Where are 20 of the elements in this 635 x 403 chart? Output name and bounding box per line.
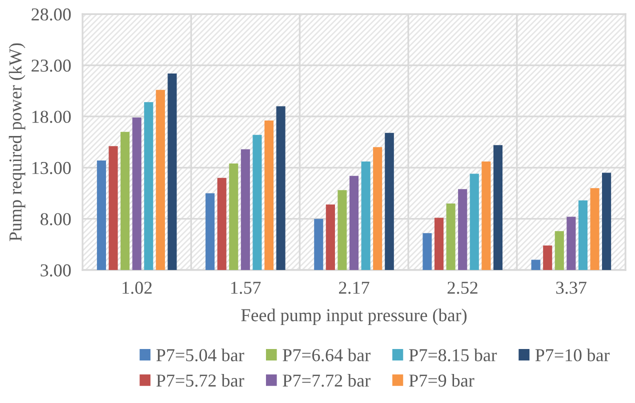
y-tick-label: 18.00 <box>32 110 71 123</box>
x-tick-label: 1.57 <box>231 282 261 294</box>
legend-label: P7=6.64 bar <box>282 348 370 362</box>
y-axis-title: Pump required power (kW) <box>8 43 26 242</box>
legend-label: P7=9 bar <box>409 374 474 387</box>
legend-label: P7=8.15 bar <box>409 348 497 362</box>
y-tick-label: 3.00 <box>40 264 71 277</box>
legend-label: P7=5.04 bar <box>156 348 244 362</box>
x-tick-label: 3.37 <box>556 282 586 294</box>
y-tick-label: 28.00 <box>32 8 71 21</box>
x-tick-label: 2.52 <box>448 282 478 294</box>
x-tick-label: 1.02 <box>122 282 152 294</box>
x-axis-title: Feed pump input pressure (bar) <box>241 308 467 325</box>
y-tick-label: 23.00 <box>32 60 71 72</box>
legend-label: P7=10 bar <box>535 348 610 362</box>
x-tick-label: 2.17 <box>339 282 370 294</box>
legend-label: P7=5.72 bar <box>156 374 244 387</box>
y-tick-label: 13.00 <box>32 162 71 174</box>
y-tick-label: 8.00 <box>40 213 71 226</box>
legend-label: P7=7.72 bar <box>282 374 370 387</box>
